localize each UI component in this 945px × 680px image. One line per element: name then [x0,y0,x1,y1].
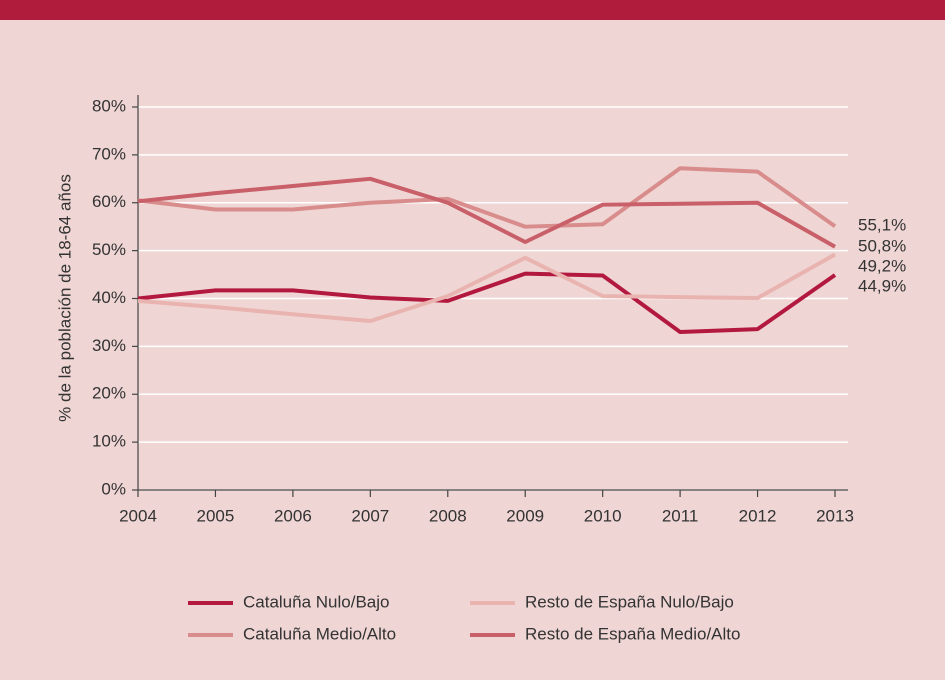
value-label: 50,8% [858,236,906,255]
x-tick-label: 2011 [662,506,699,525]
legend-label: Resto de España Nulo/Bajo [525,592,734,611]
value-label: 55,1% [858,216,906,235]
series-line [137,176,836,249]
legend-label: Cataluña Nulo/Bajo [243,592,389,611]
y-tick-label: 30% [92,336,126,355]
x-tick-label: 2006 [274,506,312,525]
legend-label: Cataluña Medio/Alto [243,624,396,643]
x-tick-label: 2008 [429,506,467,525]
y-tick-label: 80% [92,96,126,115]
series-line [137,166,837,229]
y-tick-label: 60% [92,192,126,211]
y-axis-label: % de la población de 18-64 años [55,174,74,422]
x-tick-label: 2010 [584,506,622,525]
y-tick-label: 10% [92,432,126,451]
y-tick-label: 70% [92,144,126,163]
x-tick-label: 2005 [197,506,235,525]
series-line [137,252,836,324]
x-tick-label: 2012 [739,506,777,525]
x-tick-label: 2013 [816,506,854,525]
x-tick-label: 2007 [351,506,389,525]
y-tick-label: 20% [92,384,126,403]
x-tick-label: 2009 [506,506,544,525]
header-bar [0,0,945,20]
x-tick-label: 2004 [119,506,157,525]
value-label: 44,9% [858,276,906,295]
y-tick-label: 0% [101,479,126,498]
y-tick-label: 50% [92,240,126,259]
value-label: 49,2% [858,256,906,275]
y-tick-label: 40% [92,288,126,307]
legend-label: Resto de España Medio/Alto [525,624,740,643]
series-line [137,271,837,335]
